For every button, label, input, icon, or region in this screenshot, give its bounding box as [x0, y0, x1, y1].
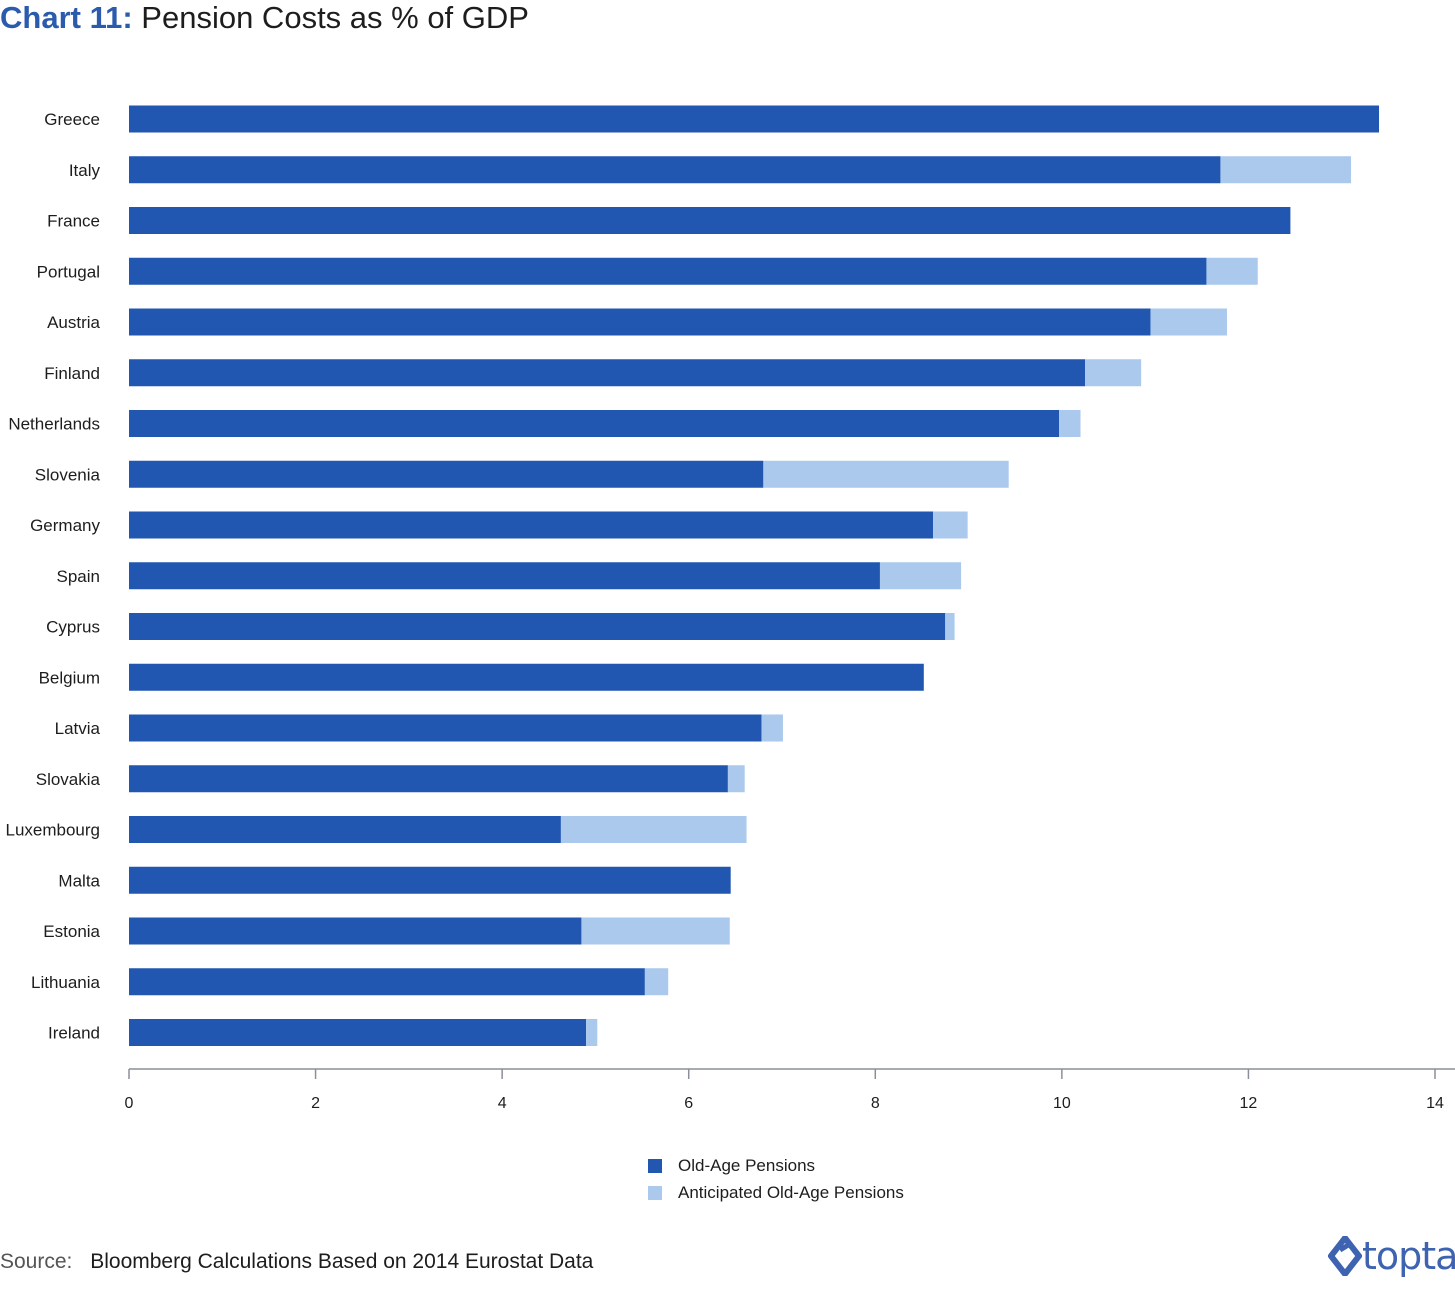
bar-slovakia-old-age — [129, 765, 728, 793]
bar-germany-old-age — [129, 511, 934, 539]
category-label-austria: Austria — [47, 313, 100, 332]
category-label-slovenia: Slovenia — [35, 465, 101, 484]
bar-germany-anticipated — [933, 511, 968, 539]
legend-swatch-anticipated — [648, 1185, 662, 1200]
bar-netherlands-old-age — [129, 410, 1060, 437]
legend-swatch-old-age — [648, 1158, 662, 1173]
bar-luxembourg-old-age — [129, 816, 561, 843]
bar-italy-anticipated — [1220, 156, 1352, 184]
bar-spain-anticipated — [879, 562, 962, 590]
category-label-cyprus: Cyprus — [46, 618, 100, 637]
bar-portugal-anticipated — [1206, 257, 1258, 285]
x-tick-label: 2 — [311, 1095, 320, 1112]
legend-item-anticipated: Anticipated Old-Age Pensions — [648, 1179, 904, 1206]
chart-title-main: Pension Costs as % of GDP — [141, 0, 529, 35]
toptal-logo-text: toptal — [1362, 1234, 1455, 1278]
bar-slovenia-anticipated — [763, 460, 1009, 488]
source-text: Bloomberg Calculations Based on 2014 Eur… — [90, 1250, 594, 1273]
category-label-slovakia: Slovakia — [36, 770, 101, 789]
category-label-france: France — [47, 212, 100, 231]
category-label-malta: Malta — [58, 871, 100, 890]
bar-italy-old-age — [129, 156, 1221, 184]
category-label-finland: Finland — [44, 364, 100, 383]
bar-lithuania-anticipated — [644, 968, 669, 996]
bar-chart: Greece Italy France Portugal Austria Finland N… — [5, 105, 1455, 1112]
category-label-portugal: Portugal — [37, 262, 100, 281]
bar-malta-old-age — [129, 866, 731, 894]
chart-title-prefix: Chart 11: — [0, 0, 133, 35]
chart-title: Chart 11: Pension Costs as % of GDP — [0, 0, 529, 36]
category-label-latvia: Latvia — [55, 719, 101, 738]
toptal-logo: toptal — [1328, 1234, 1455, 1278]
category-label-italy: Italy — [69, 161, 101, 180]
bar-finland-anticipated — [1085, 359, 1142, 387]
x-tick-label: 4 — [498, 1095, 507, 1112]
x-tick-label: 8 — [871, 1095, 880, 1112]
source-note: Source: Bloomberg Calculations Based on … — [0, 1250, 593, 1274]
legend-label-anticipated: Anticipated Old-Age Pensions — [678, 1182, 904, 1202]
bar-greece-old-age — [129, 105, 1380, 133]
bar-belgium-old-age — [129, 663, 924, 691]
bar-austria-old-age — [129, 308, 1151, 336]
bar-austria-anticipated — [1150, 308, 1227, 336]
legend-item-old-age: Old-Age Pensions — [648, 1152, 904, 1179]
category-label-ireland: Ireland — [48, 1024, 100, 1043]
category-label-germany: Germany — [30, 516, 100, 535]
bar-latvia-anticipated — [761, 714, 783, 742]
category-label-netherlands: Netherlands — [8, 415, 100, 434]
bar-netherlands-anticipated — [1059, 410, 1081, 437]
x-tick-label: 12 — [1240, 1095, 1258, 1112]
category-label-spain: Spain — [57, 567, 100, 586]
bar-finland-old-age — [129, 359, 1086, 387]
category-label-greece: Greece — [44, 110, 100, 129]
bar-lithuania-old-age — [129, 968, 645, 996]
x-tick-label: 14 — [1426, 1095, 1444, 1112]
category-label-estonia: Estonia — [43, 922, 100, 941]
bar-portugal-old-age — [129, 257, 1207, 285]
category-label-lithuania: Lithuania — [31, 973, 101, 992]
category-label-belgium: Belgium — [39, 668, 100, 687]
bar-spain-old-age — [129, 562, 880, 590]
bar-ireland-anticipated — [586, 1019, 598, 1046]
legend: Old-Age Pensions Anticipated Old-Age Pen… — [648, 1152, 904, 1206]
x-tick-label: 0 — [125, 1095, 134, 1112]
x-tick-label: 6 — [684, 1095, 693, 1112]
bar-estonia-anticipated — [581, 917, 730, 945]
x-tick-label: 10 — [1053, 1095, 1071, 1112]
bar-ireland-old-age — [129, 1019, 587, 1046]
bar-cyprus-anticipated — [945, 613, 955, 640]
bar-slovenia-old-age — [129, 460, 764, 488]
toptal-logo-icon — [1328, 1236, 1362, 1276]
bar-slovakia-anticipated — [727, 765, 745, 793]
bar-latvia-old-age — [129, 714, 762, 742]
bar-france-old-age — [129, 207, 1291, 234]
category-label-luxembourg: Luxembourg — [5, 821, 100, 840]
bar-luxembourg-anticipated — [560, 816, 747, 843]
bar-cyprus-old-age — [129, 613, 946, 640]
bar-estonia-old-age — [129, 917, 582, 945]
source-label: Source: — [0, 1250, 73, 1273]
legend-label-old-age: Old-Age Pensions — [678, 1155, 816, 1175]
